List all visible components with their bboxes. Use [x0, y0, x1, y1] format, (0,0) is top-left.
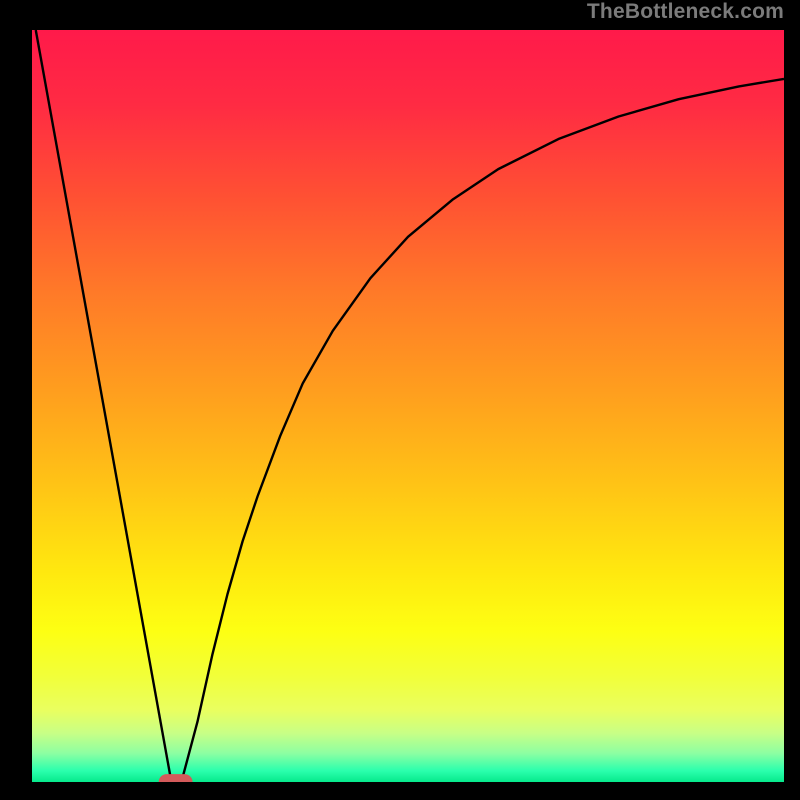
plot-background-gradient: [32, 30, 784, 782]
plot-area: [32, 30, 784, 782]
watermark-text: TheBottleneck.com: [587, 0, 784, 24]
bottleneck-marker: [159, 774, 193, 782]
chart-container: { "watermark": { "text": "TheBottleneck.…: [0, 0, 800, 800]
plot-svg: [32, 30, 784, 782]
